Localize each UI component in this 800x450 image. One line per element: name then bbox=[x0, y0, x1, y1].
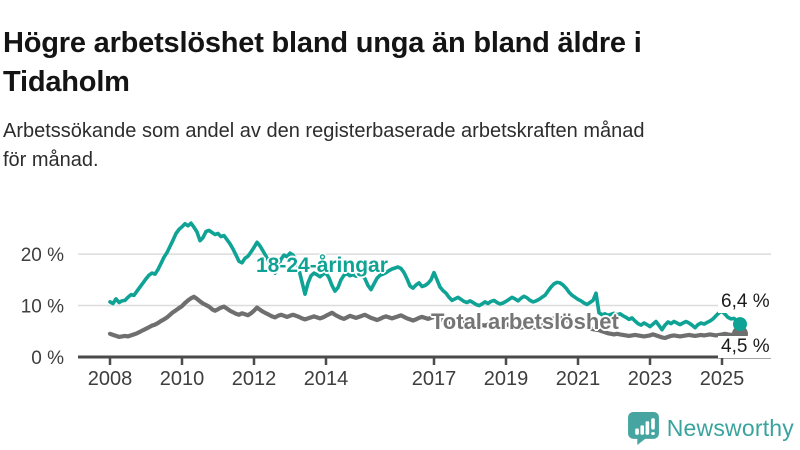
bar-chart-speech-bubble-icon bbox=[627, 412, 659, 445]
subtitle-line-2: för månad. bbox=[3, 149, 99, 171]
x-axis-tick-label: 2025 bbox=[700, 368, 745, 390]
line-total bbox=[107, 294, 743, 341]
y-axis-tick-label: 10 % bbox=[21, 297, 64, 318]
x-axis-tick-label: 2021 bbox=[556, 368, 601, 390]
page-title: Högre arbetslöshet bland unga än bland ä… bbox=[3, 24, 793, 101]
end-value-label-youth: 6,4 % bbox=[718, 291, 773, 313]
subtitle-line-1: Arbetssökande som andel av den registerb… bbox=[3, 120, 645, 142]
x-axis-tick-label: 2017 bbox=[412, 368, 457, 390]
end-dot-youth bbox=[733, 317, 747, 332]
y-axis-tick-label: 20 % bbox=[21, 245, 64, 266]
x-axis-tick-label: 2010 bbox=[160, 368, 205, 390]
newsworthy-logo: Newsworthy bbox=[627, 411, 794, 445]
x-axis-tick-label: 2008 bbox=[88, 368, 133, 390]
brand-name: Newsworthy bbox=[666, 414, 794, 441]
x-axis-tick-label: 2019 bbox=[484, 368, 529, 390]
x-axis-tick-label: 2023 bbox=[628, 368, 673, 390]
x-axis-tick-label: 2014 bbox=[304, 368, 349, 390]
y-axis-tick-label: 0 % bbox=[31, 348, 64, 369]
series-label-youth: 18-24-åringar bbox=[256, 254, 388, 277]
title-line-1: Högre arbetslöshet bland unga än bland ä… bbox=[3, 27, 642, 60]
line-youth bbox=[108, 221, 742, 332]
series-label-total: Total arbetslöshet bbox=[431, 309, 619, 334]
x-axis-tick-label: 2012 bbox=[232, 368, 277, 390]
end-value-label-total: 4,5 % bbox=[718, 336, 773, 358]
title-line-2: Tidaholm bbox=[3, 65, 130, 98]
page-subtitle: Arbetssökande som andel av den registerb… bbox=[3, 117, 793, 175]
